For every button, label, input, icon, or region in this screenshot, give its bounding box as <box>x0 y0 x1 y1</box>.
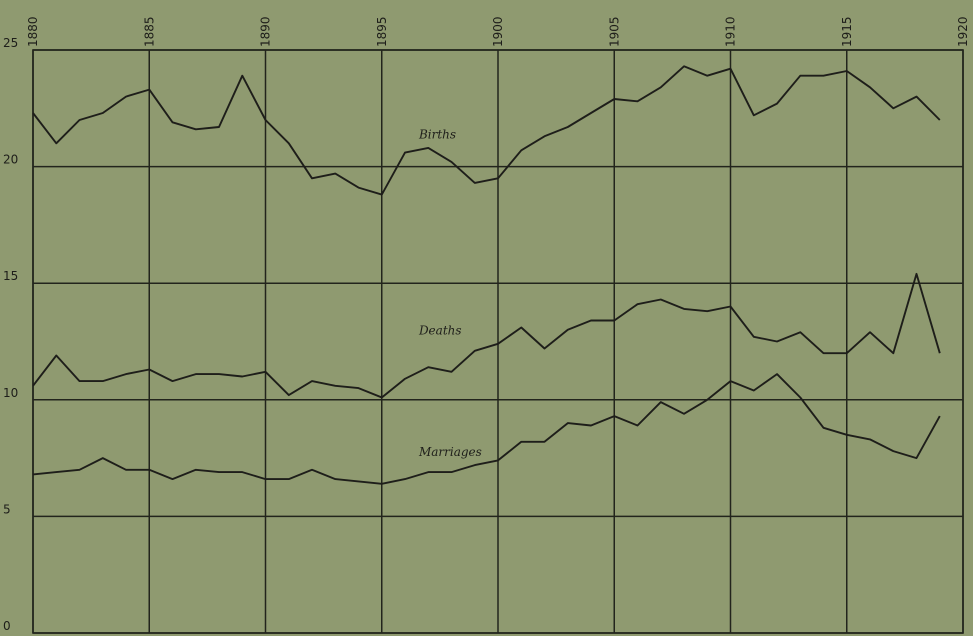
y-tick-label: 20 <box>3 153 18 167</box>
y-tick-label: 10 <box>3 386 18 400</box>
series-line-deaths <box>32 272 941 399</box>
series-label-births: Births <box>418 128 456 142</box>
x-tick-label: 1880 <box>26 16 40 47</box>
y-tick-label: 25 <box>3 36 18 50</box>
x-tick-label: 1920 <box>956 16 970 47</box>
y-tick-label: 15 <box>3 269 18 283</box>
x-tick-label: 1915 <box>840 16 854 47</box>
x-tick-label: 1905 <box>607 16 621 47</box>
y-tick-label: 5 <box>3 502 11 516</box>
x-tick-label: 1910 <box>724 16 738 47</box>
grid-lines <box>32 49 964 634</box>
series-line-marriages <box>32 373 941 485</box>
x-tick-label: 1890 <box>259 16 273 47</box>
series-label-marriages: Marriages <box>418 445 482 459</box>
y-tick-label: 0 <box>3 619 11 633</box>
series-label-deaths: Deaths <box>418 324 462 338</box>
series-lines <box>32 65 941 485</box>
series-labels: Births Deaths Marriages <box>418 128 482 459</box>
y-axis-tick-labels: 0 5 10 15 20 25 <box>3 36 18 633</box>
x-tick-label: 1900 <box>491 16 505 47</box>
x-tick-label: 1895 <box>375 16 389 47</box>
x-axis-tick-labels: 1880 1885 1890 1895 1900 1905 1910 1915 1920 <box>26 16 970 47</box>
series-line-births <box>32 65 941 196</box>
x-tick-label: 1885 <box>142 16 156 47</box>
